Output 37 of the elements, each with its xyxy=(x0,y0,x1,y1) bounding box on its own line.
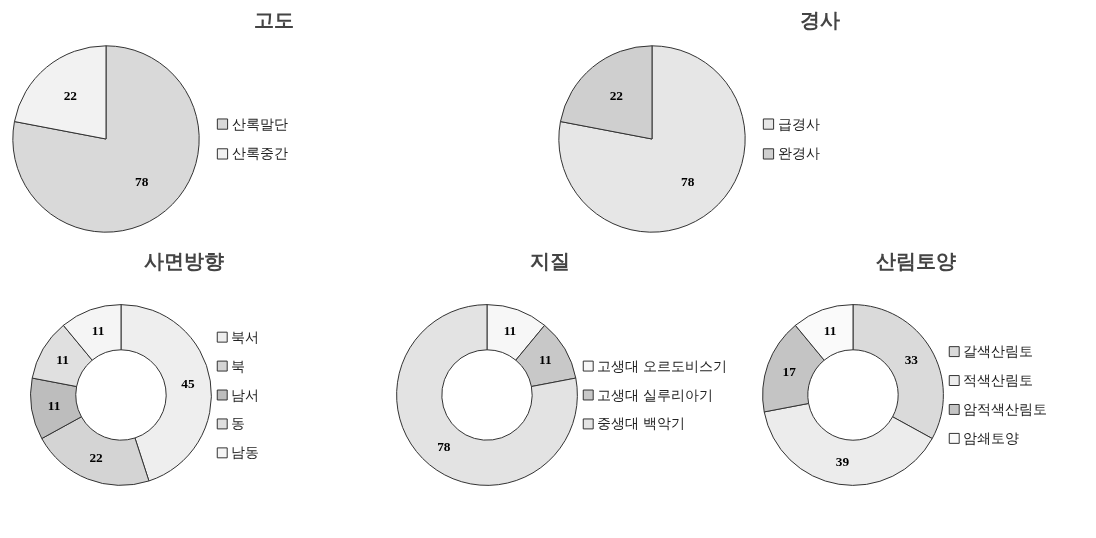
legend-label: 남서 xyxy=(231,387,260,403)
data-label: 78 xyxy=(680,174,695,190)
legend-label: 암쇄토양 xyxy=(963,430,1020,446)
legend-label: 산록말단 xyxy=(231,116,288,132)
data-label: 39 xyxy=(835,453,850,469)
legend-label: 급경사 xyxy=(777,116,820,132)
legend-label: 완경사 xyxy=(777,146,820,162)
data-label: 45 xyxy=(181,376,195,392)
legend-label: 동 xyxy=(231,416,246,432)
chart-title: 산림토양 xyxy=(875,248,956,273)
data-label: 11 xyxy=(91,323,105,339)
legend-label: 남동 xyxy=(231,445,260,461)
data-label: 78 xyxy=(437,439,451,455)
data-label: 11 xyxy=(503,323,517,339)
data-label: 78 xyxy=(134,174,149,190)
legend-label: 적색산림토 xyxy=(963,373,1034,389)
legend-label: 산록중간 xyxy=(231,146,288,162)
data-label: 11 xyxy=(56,352,69,368)
chart-title: 사면방향 xyxy=(143,248,224,273)
chart-title: 지질 xyxy=(529,248,570,273)
legend-label: 북서 xyxy=(231,329,260,345)
legend-label: 고생대 오르도비스기 xyxy=(597,358,727,374)
chart-title: 경사 xyxy=(799,7,840,32)
data-label: 17 xyxy=(782,364,797,380)
data-label: 22 xyxy=(609,87,624,103)
data-label: 11 xyxy=(539,352,552,368)
data-label: 22 xyxy=(89,450,104,466)
legend-label: 암적색산림토 xyxy=(963,401,1048,417)
legend-label: 북 xyxy=(231,358,246,374)
legend-label: 고생대 실루리아기 xyxy=(597,387,713,403)
data-label: 11 xyxy=(47,397,61,413)
data-label: 33 xyxy=(904,352,919,368)
legend-label: 갈색산림토 xyxy=(963,344,1034,360)
legend-label: 중생대 백악기 xyxy=(597,416,685,432)
chart-title: 고도 xyxy=(253,7,294,32)
data-label: 22 xyxy=(63,87,78,103)
data-label: 11 xyxy=(823,323,837,339)
